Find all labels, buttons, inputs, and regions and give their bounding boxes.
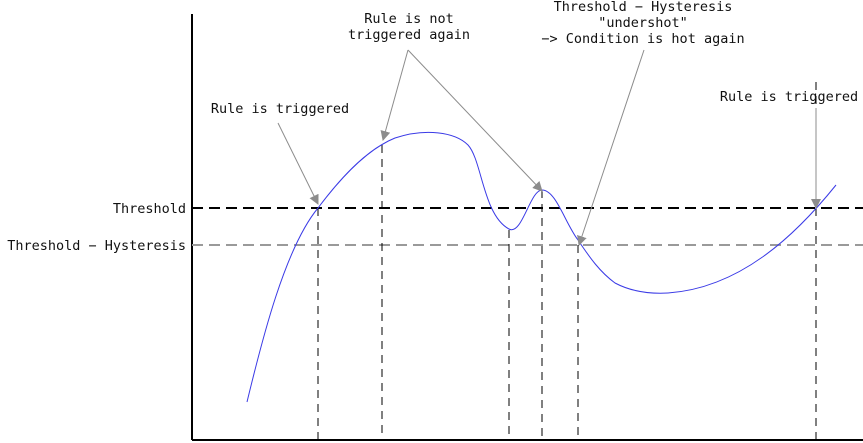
- annotation-undershot-line-2: "undershot": [598, 15, 687, 31]
- arrow-triggered-left: [277, 122, 319, 205]
- arrow-not-triggered-bump: [407, 49, 543, 192]
- annotation-undershot-line-3: −> Condition is hot again: [541, 31, 744, 47]
- arrow-not-triggered-peak: [380, 49, 409, 141]
- annotation-arrows: [277, 49, 821, 246]
- annotation-not-triggered-line-1: Rule is not: [364, 11, 453, 27]
- signal-curve: [246, 131, 837, 403]
- annotation-triggered-left: Rule is triggered: [211, 101, 349, 117]
- threshold-label: Threshold: [113, 201, 186, 217]
- guide-lines: [317, 82, 817, 440]
- annotation-not-triggered-line-2: triggered again: [348, 27, 470, 43]
- annotation-triggered-right: Rule is triggered: [720, 89, 858, 105]
- hysteresis-label: Threshold − Hysteresis: [7, 238, 186, 254]
- annotation-undershot-line-1: Threshold − Hysteresis: [554, 0, 733, 15]
- arrow-undershot: [577, 49, 645, 246]
